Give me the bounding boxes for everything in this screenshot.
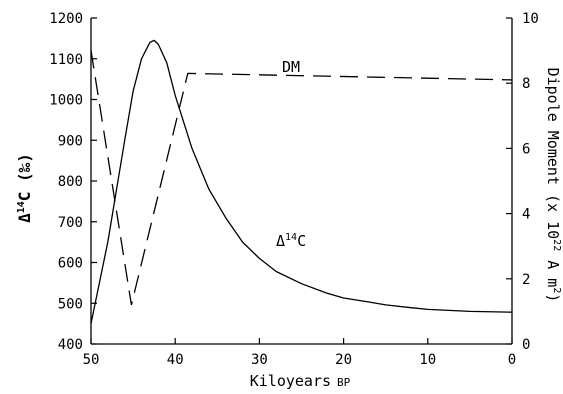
x-axis-title: Kiloyears BP — [250, 372, 351, 390]
right-tick-label: 0 — [522, 337, 530, 353]
bottom-axis-ticks: 50 40 30 20 10 0 — [83, 338, 516, 368]
right-tick-label: 6 — [522, 141, 530, 157]
series-group — [90, 39, 513, 324]
right-tick-label: 4 — [522, 207, 530, 223]
left-tick-label: 700 — [58, 215, 83, 231]
left-tick-label: 800 — [58, 174, 83, 190]
left-tick-label: 1200 — [49, 11, 83, 27]
series-label-dm: DM — [282, 58, 300, 76]
bottom-tick-label: 0 — [508, 352, 516, 368]
right-axis-title: Dipole Moment (x 1022 A m2) — [544, 68, 562, 303]
bottom-tick-label: 10 — [419, 352, 436, 368]
left-axis-ticks: 400 500 600 700 800 900 1000 1100 1200 — [49, 11, 97, 353]
bottom-tick-label: 30 — [251, 352, 268, 368]
left-axis-title: Δ14C (‰) — [15, 153, 34, 223]
left-tick-label: 1000 — [49, 93, 83, 109]
left-tick-label: 1100 — [49, 52, 83, 68]
bottom-tick-label: 20 — [335, 352, 352, 368]
right-tick-label: 10 — [522, 11, 539, 27]
bottom-tick-label: 40 — [167, 352, 184, 368]
left-tick-label: 900 — [58, 133, 83, 149]
right-tick-label: 8 — [522, 76, 530, 92]
plot-frame — [90, 18, 513, 345]
left-tick-label: 500 — [58, 296, 83, 312]
series-d14c-line — [90, 39, 513, 324]
left-tick-label: 400 — [58, 337, 83, 353]
series-dm-line — [90, 50, 513, 306]
series-label-d14c: Δ14C — [276, 232, 306, 250]
right-axis-ticks: 0 2 4 6 8 10 — [506, 11, 539, 353]
left-tick-label: 600 — [58, 256, 83, 272]
right-tick-label: 2 — [522, 272, 530, 288]
bottom-tick-label: 50 — [83, 352, 100, 368]
